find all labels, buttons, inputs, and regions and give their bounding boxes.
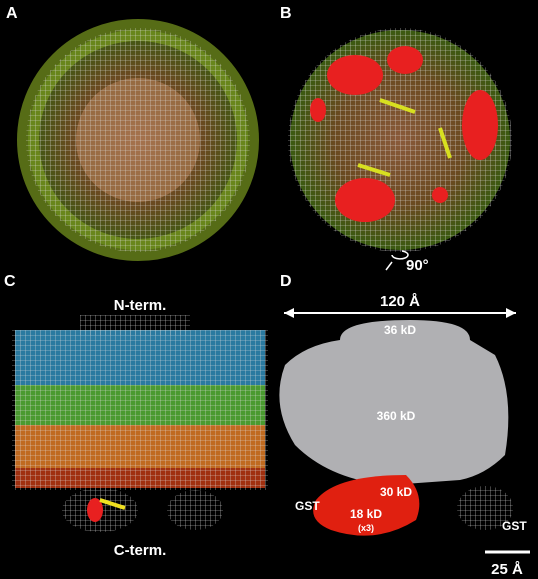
helix xyxy=(87,498,103,522)
scale-label: 25 Å xyxy=(491,561,523,578)
panel-label: B xyxy=(280,5,292,22)
mesh xyxy=(457,486,513,530)
panel-a: A xyxy=(6,5,259,261)
copies-label: (x3) xyxy=(358,523,374,533)
panel-c: C N-term. C-term. xyxy=(4,273,268,559)
helices xyxy=(310,46,498,222)
mass-label: 36 kD xyxy=(384,323,416,337)
panel-label: C xyxy=(4,273,16,290)
gst-label: GST xyxy=(295,499,320,513)
panel-label: D xyxy=(280,273,292,290)
rotation-arrow xyxy=(385,250,409,271)
mesh xyxy=(12,330,268,490)
panel-label: A xyxy=(6,5,18,22)
mass-label: 18 kD xyxy=(350,507,382,521)
n-term-label: N-term. xyxy=(114,297,167,314)
mesh xyxy=(167,490,223,530)
strand xyxy=(99,498,126,510)
width-label: 120 Å xyxy=(380,293,420,310)
gst-label: GST xyxy=(502,519,527,533)
c-term-label: C-term. xyxy=(114,542,167,559)
mass-label: 360 kD xyxy=(377,409,416,423)
rotation-label: 90° xyxy=(406,257,429,274)
gst-density xyxy=(313,475,420,536)
mass-label: 30 kD xyxy=(380,485,412,499)
strands xyxy=(357,98,452,177)
panel-b: B 90° xyxy=(280,5,512,274)
panel-d: D 120 Å 36 kD 360 kD 30 kD 18 kD (x3) GS… xyxy=(279,273,530,578)
density-envelope xyxy=(279,320,509,485)
mesh xyxy=(26,28,250,252)
